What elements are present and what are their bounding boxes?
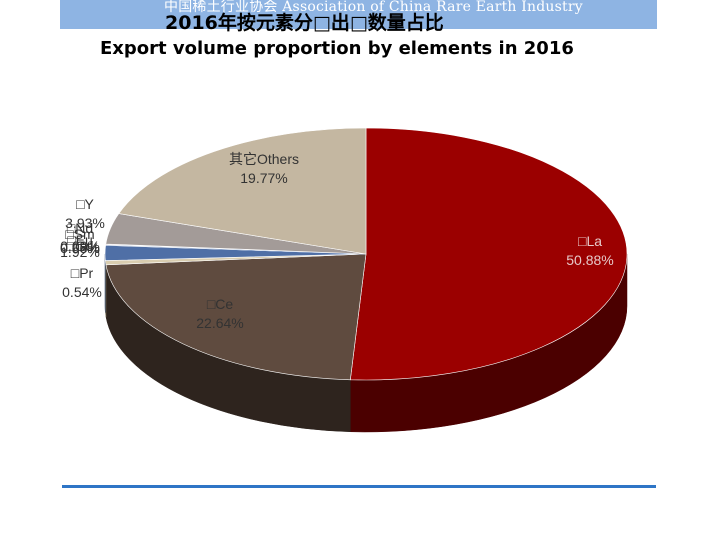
- label-name-eu: □Eu: [67, 232, 93, 248]
- label-name-gd: □Gd: [66, 238, 93, 254]
- label-name-ce: □Ce: [207, 296, 234, 312]
- label-value-y: 3.93%: [65, 215, 105, 231]
- label-name-pr: □Pr: [71, 265, 94, 281]
- label-value-sm: 0.09%: [60, 238, 100, 254]
- label-name-la: □La: [578, 233, 602, 249]
- pie-slice-others: [118, 127, 367, 255]
- label-value-gd: 0.08%: [60, 240, 100, 256]
- pie-tops: [104, 127, 628, 381]
- label-value-pr: 0.54%: [62, 284, 102, 300]
- header-banner: 中国稀土行业协会 Association of China Rare Earth…: [60, 0, 657, 29]
- label-name-nd: □Nd: [67, 220, 93, 236]
- pie-slice-la: [349, 127, 628, 381]
- label-value-la: 50.88%: [566, 252, 613, 268]
- label-value-eu: 0.00%: [60, 240, 100, 256]
- label-value-nd: 1.92%: [60, 244, 100, 260]
- bottom-divider: [62, 485, 656, 488]
- pie-labels: □La 50.88% □Ce 22.64% □Pr 0.54% □Nd 1.92% □Sm0.0…: [60, 151, 614, 331]
- label-name-y: □Y: [76, 196, 94, 212]
- label-name-sm: □Sm: [65, 226, 94, 242]
- banner-text: 中国稀土行业协会 Association of China Rare Earth…: [164, 0, 583, 15]
- label-value-ce: 22.64%: [196, 315, 243, 331]
- label-name-others: 其它Others: [229, 151, 299, 167]
- label-value-others: 19.77%: [240, 170, 287, 186]
- pie-slice-ce: [105, 253, 367, 381]
- chart-subtitle: Export volume proportion by elements in …: [100, 38, 574, 59]
- chart-title: 2016年按元素分□出□数量占比: [165, 12, 444, 34]
